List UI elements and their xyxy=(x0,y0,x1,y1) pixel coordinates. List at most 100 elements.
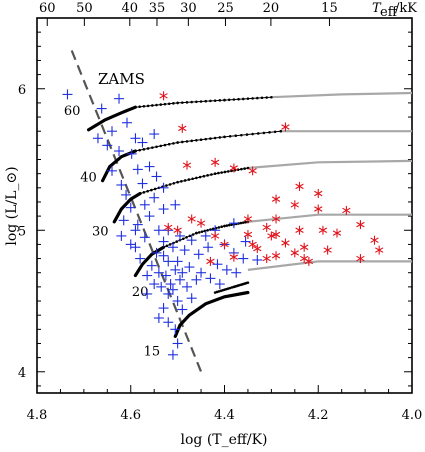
asterisk-marker-arm xyxy=(375,247,384,253)
asterisk-marker xyxy=(323,245,332,255)
track-dot xyxy=(240,167,243,171)
asterisk-marker-arm xyxy=(173,227,182,233)
asterisk-marker-arm xyxy=(356,255,365,262)
asterisk-marker xyxy=(370,235,379,245)
track-dot xyxy=(260,96,264,100)
track-dot xyxy=(155,103,158,107)
track-dot xyxy=(195,231,198,235)
asterisk-marker xyxy=(243,214,253,224)
track-thick-segment xyxy=(133,245,166,278)
track-dot xyxy=(191,177,194,181)
track-dot xyxy=(142,105,146,108)
plot-content: 60 40 30 20 15 xyxy=(62,50,413,373)
asterisk-marker xyxy=(314,204,323,214)
asterisk-marker xyxy=(220,239,229,249)
plus-marker xyxy=(179,245,190,256)
asterisk-marker-arm xyxy=(314,206,323,212)
plus-marker xyxy=(158,236,169,247)
track-dot xyxy=(181,237,185,241)
plus-marker xyxy=(144,211,155,222)
asterisk-marker xyxy=(196,218,206,228)
track-dot xyxy=(181,101,184,104)
zams-label: ZAMS xyxy=(98,70,145,88)
top-axis-tick-labels: 60 50 40 35 30 25 20 15 xyxy=(39,1,338,16)
track-dot xyxy=(159,144,163,148)
track-dot xyxy=(198,175,202,179)
plus-marker xyxy=(174,274,185,285)
asterisk-marker-arm xyxy=(187,216,196,222)
plus-marker xyxy=(158,204,169,215)
plus-marker xyxy=(102,140,113,151)
plus-marker xyxy=(139,199,150,210)
y-tick-labels: 4 5 6 xyxy=(18,83,26,381)
top-tick-label: 20 xyxy=(263,1,280,16)
asterisk-marker-arm xyxy=(271,196,281,202)
plus-marker xyxy=(151,171,162,182)
plus-marker xyxy=(137,178,148,189)
track-dot xyxy=(195,138,198,142)
y-tick-label: 4 xyxy=(18,366,26,381)
asterisk-marker xyxy=(281,238,290,248)
y-tick-label: 5 xyxy=(18,224,26,239)
track-dot xyxy=(146,104,150,108)
plus-marker xyxy=(114,93,125,104)
top-tick-label: 50 xyxy=(76,1,93,16)
asterisk-marker-arm xyxy=(229,254,239,260)
plus-marker xyxy=(62,89,73,100)
top-axis-title-unit: /kK xyxy=(395,1,417,16)
x-tick-label: 4.8 xyxy=(27,408,48,423)
track-dot xyxy=(223,224,226,228)
track-dot xyxy=(213,136,217,140)
track-dot xyxy=(176,180,179,184)
plus-marker xyxy=(125,239,136,250)
plus-marker xyxy=(107,165,117,176)
plus-marker xyxy=(228,218,239,229)
asterisk-marker xyxy=(210,231,220,241)
track-dot xyxy=(197,231,201,234)
track-dot xyxy=(227,223,231,227)
track-dot xyxy=(181,140,184,144)
asterisk-marker-arm xyxy=(290,250,299,256)
track-dot xyxy=(165,244,169,248)
plus-marker xyxy=(107,126,117,137)
track-dot xyxy=(146,147,150,150)
plus-marker xyxy=(186,235,197,246)
track-dot xyxy=(185,140,189,143)
track-dot xyxy=(151,146,154,149)
asterisk-marker-arm xyxy=(290,202,299,208)
plot-frame xyxy=(36,17,413,394)
plus-marker xyxy=(174,230,185,241)
x-tick-labels: 4.8 4.6 4.4 4.2 4.0 xyxy=(27,408,423,423)
plus-marker xyxy=(196,267,207,278)
track-dot xyxy=(190,139,193,143)
top-tick-label: 15 xyxy=(321,1,338,16)
track-dot xyxy=(153,187,157,191)
plus-marker xyxy=(167,242,178,253)
plus-marker xyxy=(184,262,195,273)
plus-marker xyxy=(172,338,183,349)
track-dot xyxy=(176,101,179,105)
asterisk-marker-arm xyxy=(220,241,229,248)
plus-marker xyxy=(212,259,223,270)
asterisk-marker-arm xyxy=(267,233,276,239)
asterisk-marker xyxy=(164,222,173,232)
asterisk-marker-arm xyxy=(206,258,215,265)
plus-marker xyxy=(156,281,167,292)
plus-marker xyxy=(151,247,162,258)
track-dot xyxy=(200,230,204,233)
track-dot xyxy=(246,166,250,170)
track-dot xyxy=(176,141,179,144)
x-tick-label: 4.0 xyxy=(402,408,423,423)
asterisk-marker xyxy=(178,123,187,133)
track-dot xyxy=(138,105,141,109)
track-dot xyxy=(187,178,191,181)
plus-marker xyxy=(177,304,188,315)
asterisk-marker-arm xyxy=(210,233,220,239)
track-dot xyxy=(206,228,209,232)
asterisk-marker xyxy=(187,214,196,224)
track-gray-segment xyxy=(247,260,412,271)
plus-marker xyxy=(200,230,211,241)
plus-marker xyxy=(142,288,153,299)
plus-marker xyxy=(130,242,141,253)
asterisk-marker-arm xyxy=(356,221,365,228)
